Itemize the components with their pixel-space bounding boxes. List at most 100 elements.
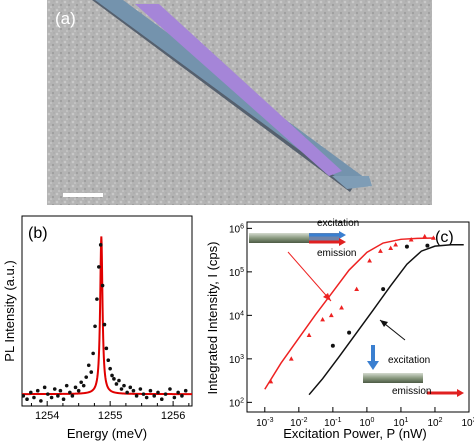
plot-b-data-point [70, 394, 75, 398]
nanowire-icon [249, 233, 309, 243]
emission-arrowhead-icon [339, 238, 346, 246]
plot-b-data-point [138, 387, 143, 391]
plot-c-y-tick-label: 102 [229, 397, 244, 409]
plot-b-data-point [172, 395, 177, 400]
plot-c-red-data-point [320, 316, 326, 322]
inset2-excitation-label: excitation [388, 355, 430, 366]
nanowire-coating [135, 4, 342, 176]
plot-b-data-point [46, 392, 50, 396]
plot-b-data-point [117, 378, 121, 383]
plot-b-x-ticks: 1254 1255 1256 [30, 401, 190, 422]
plot-b-data-point [35, 388, 40, 393]
plot-c-red-data-point [306, 332, 312, 337]
plot-c-x-tick-label: 102 [427, 417, 442, 429]
plot-c-y-axis-label: Integrated Intensity, I (cps) [205, 242, 220, 395]
inset-bottom-right: excitation emission [363, 319, 464, 397]
plot-c-x-tick-label: 10-2 [290, 417, 307, 429]
plot-c-red-data-point [339, 305, 344, 310]
plot-c-red-fit-curve [264, 237, 435, 390]
plot-c-y-tick-label: 103 [229, 354, 244, 366]
plot-c-y-tick-label: 104 [229, 310, 244, 322]
emission-arrowhead-icon-2 [457, 389, 464, 397]
plot-b-data-point [49, 395, 54, 400]
plot-b-data-point [95, 297, 99, 301]
plot-b-data-point [98, 243, 103, 247]
plot-b-data-point [128, 385, 133, 390]
plot-b-data-point [159, 397, 164, 402]
plot-c-red-data-point [268, 378, 274, 384]
plot-b-data-point [84, 375, 89, 379]
plot-c-y-tick-label: 105 [229, 267, 244, 279]
plot-b-data-point [122, 383, 126, 388]
plot-c-frame [246, 221, 470, 413]
plot-c-red-data-point [422, 233, 428, 239]
inset1-emission-label: emission [317, 248, 356, 259]
plot-b-data-point [91, 351, 95, 356]
plot-b-x-tick-label: 1255 [98, 410, 122, 422]
inset1-pointer-line [287, 251, 332, 302]
nanowire-icon-2 [363, 373, 423, 383]
plot-b-data-point [21, 394, 26, 398]
plot-b-data-point [106, 358, 111, 362]
chart-panel-b: (b) 1254 1255 1256 PL Intensity (a.u.) Ene… [2, 215, 193, 441]
plot-b-data-point [114, 382, 119, 386]
plot-b-data-point [110, 373, 114, 378]
plot-c-black-fit-curve [308, 243, 464, 396]
plot-b-data-point [102, 322, 107, 327]
plot-b-data-point [180, 394, 184, 398]
plot-b-data-point [97, 265, 101, 269]
excitation-arrowhead-icon [339, 231, 346, 239]
inset2-emission-label: emission [392, 386, 431, 397]
plot-b-data-point [42, 385, 47, 390]
plot-b-data-point [119, 387, 124, 391]
plot-b-data-points [21, 243, 188, 403]
plot-c-x-tick-label: 101 [393, 417, 408, 429]
plot-b-data-point [168, 387, 172, 391]
plot-b-data-point [52, 387, 57, 391]
plot-b-data-point [108, 366, 112, 371]
plot-c-x-tick-label: 100 [359, 417, 374, 429]
plot-b-x-tick-label: 1254 [35, 410, 59, 422]
plot-c-red-data-point [393, 242, 399, 247]
chart-panel-c: (c) 10-3 10-2 10-1 100 101 102 103 102 103 104 105… [205, 218, 474, 441]
plot-b-data-point [58, 388, 63, 393]
excitation-down-arrowhead-icon [367, 361, 379, 370]
plot-b-data-point [144, 395, 149, 400]
plot-b-data-point [125, 390, 129, 395]
plot-b-data-point [112, 377, 116, 381]
plot-c-red-data-point [354, 286, 360, 291]
plot-c-black-data-point [404, 244, 409, 249]
plot-c-red-data-point [388, 245, 394, 250]
plot-b-lorentzian-fit [22, 236, 192, 396]
plot-c-axes: 10-3 10-2 10-1 100 101 102 103 102 103 104 105 106 [229, 223, 474, 429]
plot-b-data-point [134, 394, 139, 398]
plot-b-data-point [141, 392, 146, 396]
plot-b-data-point [100, 283, 105, 288]
panel-c-label: (c) [435, 229, 454, 246]
plot-b-data-point [29, 390, 33, 395]
nanowire-tip-icon [309, 233, 339, 243]
plot-b-data-point [25, 397, 29, 402]
plot-b-data-point [156, 390, 160, 395]
plot-b-data-point [76, 388, 81, 393]
plot-b-data-point [81, 383, 86, 388]
plot-c-x-tick-label: 10-1 [324, 417, 341, 429]
plot-b-data-point [89, 370, 94, 374]
inset2-pointer-arrowhead [380, 320, 388, 327]
plot-b-y-axis-label: PL Intensity (a.u.) [2, 260, 17, 361]
inset-top-left: excitation emission [249, 218, 359, 302]
plot-c-data-points [268, 233, 436, 384]
plot-c-black-data-point [347, 330, 352, 335]
plot-b-x-tick-label: 1256 [161, 410, 185, 422]
plot-c-black-data-point [381, 287, 386, 292]
plot-b-data-point [131, 388, 136, 393]
plot-b-data-point [68, 390, 72, 395]
plot-b-data-point [79, 380, 83, 385]
plot-c-red-data-point [328, 312, 334, 318]
plot-c-red-data-point [288, 356, 294, 361]
plot-b-data-point [104, 346, 109, 351]
plot-b-data-point [32, 395, 36, 400]
plot-c-red-data-point [431, 235, 436, 240]
sem-micrograph-panel-a: (a) [47, 0, 432, 205]
plot-c-x-tick-label: 103 [461, 417, 474, 429]
